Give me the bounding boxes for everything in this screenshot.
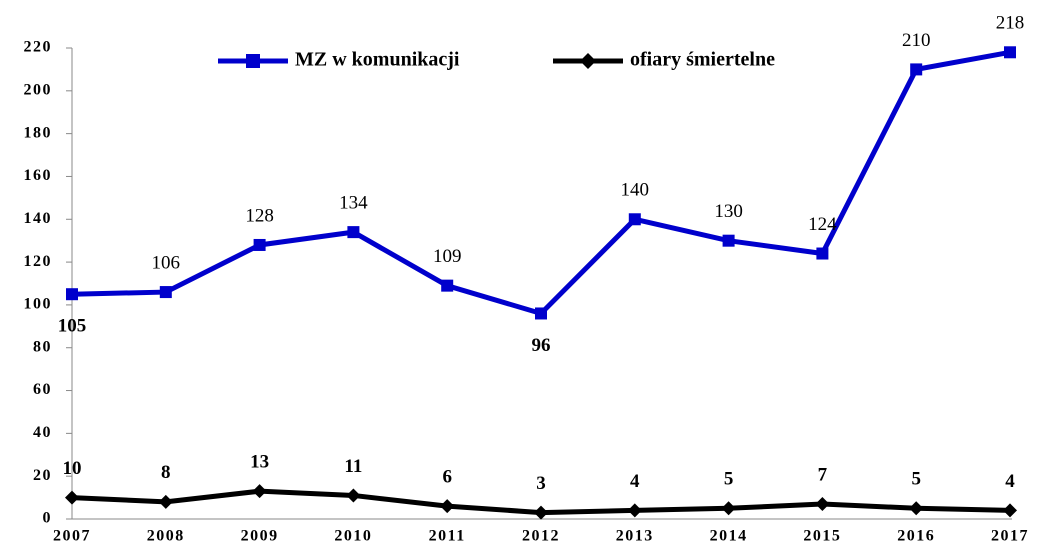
y-tick-label: 120 — [24, 253, 53, 270]
data-label: 8 — [161, 462, 171, 483]
x-tick-label: 2014 — [710, 528, 748, 545]
data-label: 5 — [911, 469, 921, 490]
data-label: 10 — [63, 458, 82, 479]
marker — [65, 490, 79, 505]
data-label: 5 — [724, 469, 734, 490]
marker — [441, 279, 454, 292]
data-label: 134 — [339, 192, 368, 213]
y-tick-label: 100 — [24, 296, 53, 313]
y-tick-label: 140 — [24, 210, 53, 227]
data-label: 6 — [442, 467, 452, 488]
y-tick-label: 80 — [33, 338, 52, 355]
marker — [535, 307, 547, 320]
marker — [628, 213, 641, 226]
data-label: 124 — [808, 214, 837, 235]
y-tick-label: 220 — [24, 39, 53, 56]
data-label: 4 — [630, 471, 640, 492]
marker — [158, 494, 173, 509]
marker — [347, 226, 360, 239]
y-tick-label: 20 — [33, 467, 52, 484]
y-tick-label: 200 — [24, 81, 53, 98]
marker — [1003, 503, 1017, 518]
legend-marker — [246, 54, 260, 68]
y-tick-label: 0 — [43, 510, 53, 527]
data-label: 218 — [996, 13, 1025, 34]
data-label: 3 — [536, 473, 546, 494]
x-tick-label: 2007 — [53, 528, 91, 545]
marker — [253, 238, 266, 251]
data-label: 140 — [621, 180, 650, 201]
legend-label: ofiary śmiertelne — [630, 49, 775, 71]
marker — [66, 288, 78, 301]
x-tick-label: 2016 — [897, 528, 935, 545]
y-tick-label: 40 — [33, 424, 52, 441]
data-label: 11 — [344, 456, 362, 477]
marker — [252, 484, 267, 499]
marker — [910, 63, 923, 76]
marker — [722, 234, 735, 247]
x-tick-label: 2012 — [522, 528, 560, 545]
data-label: 109 — [433, 246, 462, 267]
marker — [627, 503, 642, 518]
data-label: 130 — [714, 201, 743, 222]
x-tick-label: 2013 — [616, 528, 654, 545]
y-tick-label: 160 — [24, 167, 53, 184]
y-tick-label: 60 — [33, 381, 52, 398]
marker — [909, 501, 924, 516]
marker — [346, 488, 361, 503]
data-label: 106 — [152, 252, 181, 273]
marker — [721, 501, 736, 516]
series-line — [71, 49, 1011, 317]
data-label: 96 — [532, 335, 551, 356]
x-tick-label: 2009 — [241, 528, 279, 545]
data-label: 128 — [245, 205, 274, 226]
data-label: 13 — [250, 452, 269, 473]
y-tick-label: 180 — [24, 124, 53, 141]
x-tick-label: 2010 — [334, 528, 372, 545]
legend-label: MZ w komunikacji — [295, 49, 460, 71]
x-tick-label: 2017 — [991, 528, 1029, 545]
marker — [815, 497, 830, 512]
data-label: 4 — [1005, 471, 1015, 492]
marker — [159, 286, 172, 299]
marker — [440, 499, 455, 514]
data-label: 7 — [818, 464, 828, 485]
marker — [816, 247, 829, 260]
marker — [534, 505, 548, 520]
data-label: 210 — [902, 30, 931, 51]
legend-marker — [580, 53, 596, 69]
marker — [1004, 46, 1016, 59]
x-tick-label: 2008 — [147, 528, 185, 545]
x-tick-label: 2015 — [803, 528, 841, 545]
data-label: 105 — [58, 316, 87, 337]
x-tick-label: 2011 — [429, 528, 466, 545]
